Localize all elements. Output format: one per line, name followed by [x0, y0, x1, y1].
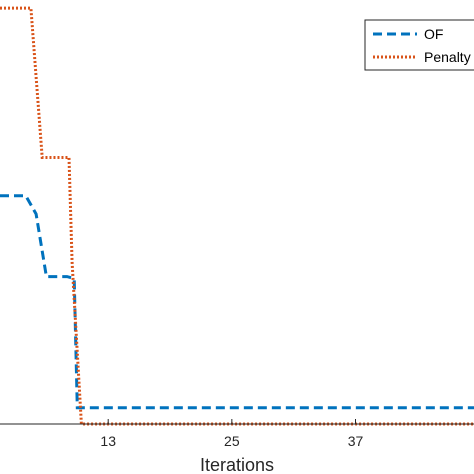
- legend-box: [364, 19, 474, 71]
- legend: OF Penalty: [364, 19, 474, 71]
- x-tick-label: 25: [224, 433, 240, 449]
- legend-label-of: OF: [424, 26, 443, 42]
- x-axis-label: Iterations: [200, 455, 274, 474]
- x-tick-label: 37: [348, 433, 364, 449]
- series-layer: [0, 6, 474, 426]
- x-tick-label: 13: [100, 433, 116, 449]
- legend-label-penalty: Penalty: [424, 49, 471, 65]
- series-line-of: [0, 194, 474, 410]
- x-tick-layer: 13 25 37: [100, 419, 363, 449]
